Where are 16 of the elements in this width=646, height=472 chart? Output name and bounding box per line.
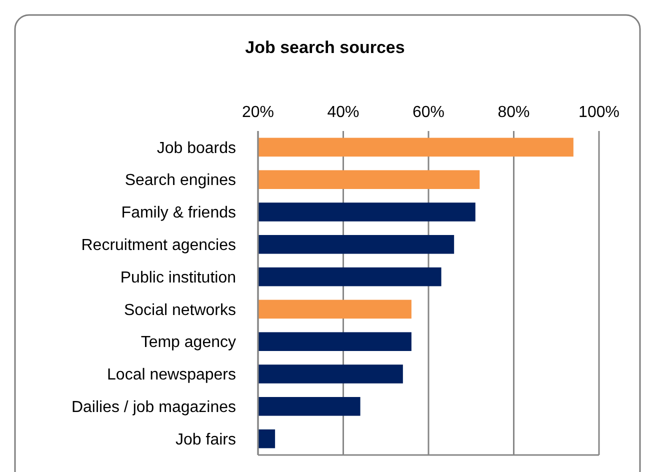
y-tick-label: Job fairs — [176, 431, 236, 448]
chart-title: Job search sources — [245, 38, 405, 57]
y-tick-label: Local newspapers — [107, 366, 236, 384]
y-tick-label: Search engines — [124, 172, 236, 190]
y-tick-label: Recruitment agencies — [81, 237, 236, 254]
x-tick-label: 60% — [412, 104, 445, 121]
x-tick-label: 80% — [498, 104, 530, 121]
y-tick-label: Dailies / job magazines — [71, 399, 236, 416]
x-tick-label: 20% — [242, 104, 274, 121]
x-tick-label: 40% — [327, 104, 360, 121]
y-tick-label: Job boards — [156, 140, 236, 157]
x-tick-label: 100% — [578, 104, 620, 121]
y-tick-label: Family & friends — [121, 204, 236, 222]
y-tick-label: Public institution — [120, 269, 236, 286]
y-tick-label: Temp agency — [140, 334, 236, 352]
y-tick-label: Social networks — [124, 302, 236, 319]
